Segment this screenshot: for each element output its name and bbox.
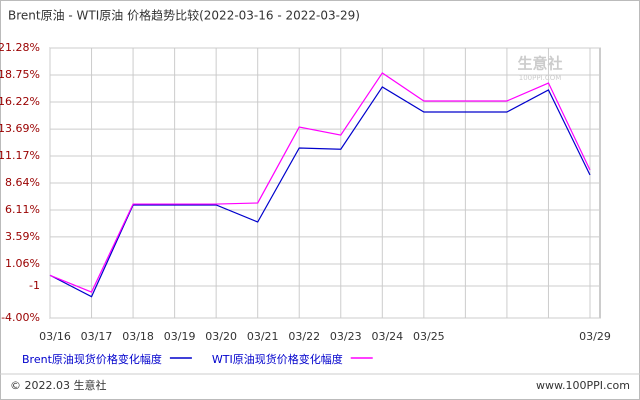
y-tick-label: -1 bbox=[29, 279, 40, 292]
x-tick-label: 03/29 bbox=[579, 330, 611, 343]
x-tick-label: 03/23 bbox=[330, 330, 362, 343]
y-tick-label: 11.17% bbox=[0, 149, 40, 162]
y-tick-label: 3.59% bbox=[5, 230, 40, 243]
y-tick-label: 13.69% bbox=[0, 122, 40, 135]
legend-label: Brent原油现货价格变化幅度 bbox=[22, 352, 162, 366]
series-line bbox=[49, 72, 591, 293]
chart-title: Brent原油 - WTI原油 价格趋势比较(2022-03-16 - 2022… bbox=[8, 8, 360, 23]
series-line bbox=[49, 86, 591, 298]
y-tick-label: 21.28% bbox=[0, 41, 40, 54]
legend-label: WTI原油现货价格变化幅度 bbox=[212, 352, 343, 366]
y-tick-label: -4.00% bbox=[1, 311, 40, 324]
footer-left: © 2022.03 生意社 bbox=[10, 378, 106, 392]
x-tick-label: 03/17 bbox=[81, 330, 113, 343]
x-tick-label: 03/20 bbox=[205, 330, 237, 343]
x-tick-label: 03/21 bbox=[247, 330, 279, 343]
y-tick-label: 1.06% bbox=[5, 257, 40, 270]
x-tick-label: 03/19 bbox=[164, 330, 196, 343]
watermark-sub: 100PPI.COM bbox=[519, 74, 562, 82]
watermark: 生意社 bbox=[517, 55, 562, 73]
y-tick-label: 6.11% bbox=[5, 203, 40, 216]
x-tick-label: 03/25 bbox=[413, 330, 445, 343]
x-tick-label: 03/16 bbox=[39, 330, 71, 343]
x-tick-label: 03/18 bbox=[122, 330, 154, 343]
x-tick-label: 03/22 bbox=[288, 330, 320, 343]
y-tick-label: 16.22% bbox=[0, 95, 40, 108]
footer-right: www.100PPI.com bbox=[536, 379, 630, 392]
y-tick-label: 8.64% bbox=[5, 176, 40, 189]
y-tick-label: 18.75% bbox=[0, 68, 40, 81]
x-tick-label: 03/24 bbox=[371, 330, 403, 343]
